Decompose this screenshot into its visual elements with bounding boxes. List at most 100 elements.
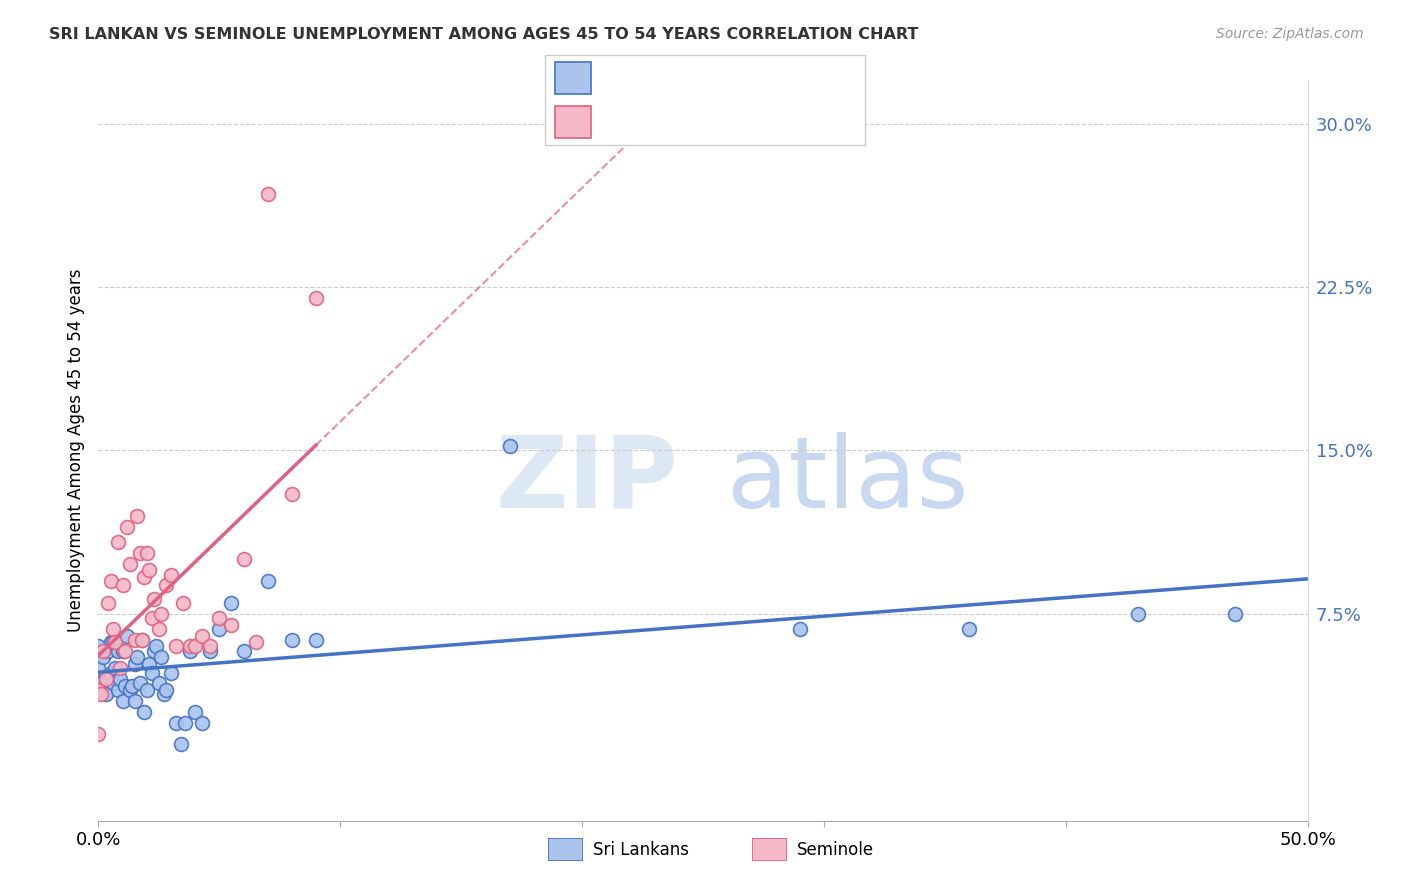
Point [87, 661, 110, 675]
Point [114, 644, 136, 658]
Point [124, 657, 146, 671]
Point [957, 622, 980, 636]
Point [138, 563, 160, 577]
Point [208, 611, 231, 625]
Point [100, 665, 122, 680]
Point [94, 687, 117, 701]
Point [91, 650, 114, 665]
Text: atlas: atlas [727, 432, 969, 529]
Point [141, 611, 163, 625]
Point [256, 574, 278, 588]
Text: R =: R = [605, 113, 648, 131]
Text: Source: ZipAtlas.com: Source: ZipAtlas.com [1216, 27, 1364, 41]
Point [135, 683, 157, 698]
Point [101, 676, 124, 690]
Text: R =: R = [605, 69, 643, 87]
Point [150, 607, 173, 621]
Point [160, 665, 183, 680]
Point [135, 546, 157, 560]
Point [191, 629, 214, 643]
Point [165, 640, 187, 654]
Point [221, 596, 243, 610]
Point [138, 657, 160, 671]
Point [145, 640, 167, 654]
Text: 55: 55 [778, 69, 804, 87]
Point [107, 644, 129, 658]
Point [121, 679, 143, 693]
FancyBboxPatch shape [554, 62, 591, 94]
Point [134, 570, 156, 584]
Point [256, 186, 278, 201]
Point [143, 591, 166, 606]
Point [281, 487, 304, 501]
Text: 0.162: 0.162 [643, 112, 704, 131]
Point [87, 726, 110, 740]
Point [111, 694, 134, 708]
Point [184, 640, 207, 654]
Point [90, 676, 112, 690]
Point [131, 632, 153, 647]
Point [165, 715, 187, 730]
Point [131, 632, 153, 647]
Y-axis label: Unemployment Among Ages 45 to 54 years: Unemployment Among Ages 45 to 54 years [66, 268, 84, 632]
Point [128, 676, 150, 690]
Text: Sri Lankans: Sri Lankans [593, 841, 689, 859]
Point [179, 644, 201, 658]
FancyBboxPatch shape [752, 838, 787, 861]
Point [208, 622, 231, 636]
Point [104, 635, 127, 649]
Point [179, 640, 201, 654]
Point [100, 635, 122, 649]
Point [221, 617, 243, 632]
Point [305, 291, 328, 305]
Text: 0.240: 0.240 [643, 69, 703, 87]
Text: N =: N = [740, 113, 786, 131]
Point [155, 578, 177, 592]
Point [789, 622, 811, 636]
Point [155, 683, 177, 698]
Point [148, 622, 170, 636]
Point [94, 672, 117, 686]
Point [107, 535, 129, 549]
Point [1128, 607, 1150, 621]
Point [90, 687, 112, 701]
Point [111, 578, 134, 592]
Point [97, 596, 120, 610]
Point [172, 596, 194, 610]
Point [118, 557, 141, 571]
Point [141, 665, 163, 680]
Point [108, 672, 131, 686]
Point [191, 715, 214, 730]
Point [134, 705, 156, 719]
Point [174, 715, 197, 730]
FancyBboxPatch shape [554, 106, 591, 138]
Point [128, 546, 150, 560]
Point [127, 508, 149, 523]
Point [232, 644, 254, 658]
Point [111, 644, 134, 658]
Point [1223, 607, 1246, 621]
Point [101, 635, 124, 649]
Point [152, 687, 174, 701]
Text: SRI LANKAN VS SEMINOLE UNEMPLOYMENT AMONG AGES 45 TO 54 YEARS CORRELATION CHART: SRI LANKAN VS SEMINOLE UNEMPLOYMENT AMON… [49, 27, 918, 42]
Point [232, 552, 254, 566]
Point [117, 629, 139, 643]
Point [114, 679, 136, 693]
Point [124, 694, 146, 708]
Point [127, 650, 149, 665]
Point [117, 519, 139, 533]
Point [91, 644, 114, 658]
Text: ZIP: ZIP [496, 432, 679, 529]
Point [143, 644, 166, 658]
Point [104, 661, 127, 675]
Point [107, 683, 129, 698]
Point [148, 676, 170, 690]
Point [198, 640, 221, 654]
Text: Seminole: Seminole [797, 841, 875, 859]
FancyBboxPatch shape [544, 55, 865, 145]
Point [305, 632, 328, 647]
Point [245, 635, 267, 649]
FancyBboxPatch shape [548, 838, 583, 861]
Point [169, 738, 191, 752]
Text: N =: N = [740, 69, 779, 87]
